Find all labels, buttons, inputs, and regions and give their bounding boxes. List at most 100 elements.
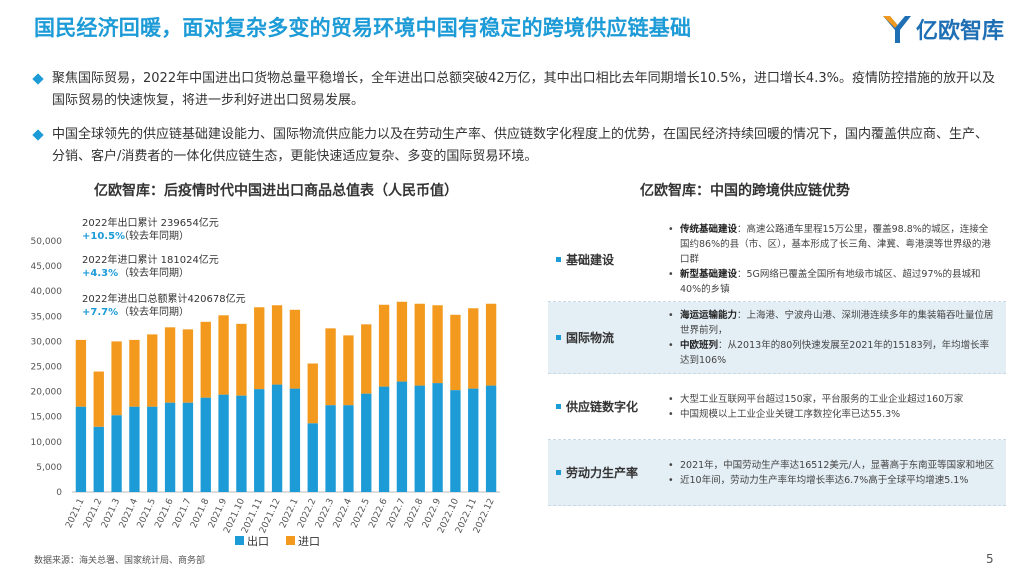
logo-icon — [883, 16, 911, 43]
advantage-item-text: 中国规模以上工业企业关键工序数控化率已达55.3% — [680, 408, 901, 420]
advantage-label-text: 劳动力生产率 — [566, 466, 639, 480]
advantage-item: • 中欧班列：从2013年的80列快速发展至2021年的15183列，年均增长率达… — [668, 338, 996, 368]
advantage-item-text: 大型工业互联网平台超过150家，平台服务的工业企业超过160万家 — [680, 393, 964, 405]
advantage-row: 劳动力生产率 • 2021年，中国劳动生产率达16512美元/人，显著高于东南亚等国… — [548, 440, 1006, 506]
bar-export — [254, 389, 265, 492]
bar-export — [378, 386, 390, 492]
bar-import — [182, 329, 194, 403]
square-bullet-icon — [556, 257, 561, 262]
page-title: 国民经济回暖，面对复杂多变的贸易环境中国有稳定的跨境供应链基础 — [34, 16, 692, 40]
advantage-item: • 2021年，中国劳动生产率达16512美元/人，显著高于东南亚等国家和地区 — [668, 458, 996, 473]
annotation-total: 2022年进出口总额累计420678亿元 — [82, 292, 246, 305]
bar-export — [414, 385, 425, 492]
advantage-table: 基础建设 • 传统基础建设：高速公路通车里程15万公里，覆盖98.8%的城区，连接全… — [548, 218, 1006, 506]
legend-swatch — [235, 536, 244, 545]
y-tick-label: 25,000 — [31, 363, 63, 373]
square-bullet-icon — [556, 404, 561, 409]
advantage-item: • 传统基础建设：高速公路通车里程15万公里，覆盖98.8%的城区，连接全国约86… — [668, 222, 996, 267]
dot-bullet-icon: • — [668, 269, 674, 280]
bar-export — [468, 388, 479, 492]
bar-import — [129, 339, 140, 407]
advantage-row: 供应链数字化 • 大型工业互联网平台超过150家，平台服务的工业企业超过160万家 •… — [548, 374, 1006, 440]
bar-import — [254, 307, 265, 390]
bar-import — [236, 323, 247, 396]
y-tick-label: 35,000 — [31, 312, 63, 322]
dot-bullet-icon: • — [668, 339, 674, 351]
bullet-paragraph: 聚焦国际贸易，2022年中国进出口货物总量平稳增长，全年进出口总额突破42万亿，… — [32, 68, 996, 112]
dot-bullet-icon: • — [668, 393, 674, 405]
bar-export — [164, 402, 176, 492]
advantage-item-text: ：5G网络已覆盖全国所有地级市城区、超过97%的县城和40%的乡镇 — [680, 269, 981, 295]
annotation-note: （较去年同期） — [119, 305, 189, 318]
advantage-item-heading: 传统基础建设 — [680, 224, 738, 235]
advantage-item-text: ：上海港、宁波舟山港、深圳港连续多年的集装箱吞吐量位居世界前列， — [680, 309, 994, 336]
annotation-growth: +7.7% — [82, 307, 118, 318]
bar-import — [218, 315, 229, 395]
bar-import — [307, 363, 318, 424]
advantage-item: • 中国规模以上工业企业关键工序数控化率已达55.3% — [668, 407, 996, 422]
annotation-total: 2022年出口累计 239654亿元 — [82, 216, 219, 229]
advantage-item: • 大型工业互联网平台超过150家，平台服务的工业企业超过160万家 — [668, 392, 996, 407]
bar-export — [75, 406, 87, 492]
y-tick-label: 15,000 — [31, 413, 63, 423]
bar-import — [271, 305, 283, 385]
square-bullet-icon — [556, 335, 561, 340]
bar-import — [75, 339, 87, 407]
bar-import — [450, 314, 461, 391]
bar-export — [361, 393, 372, 492]
advantage-item: • 海运运输能力：上海港、宁波舟山港、深圳港连续多年的集装箱吞吐量位居世界前列， — [668, 308, 996, 338]
advantage-label-text: 供应链数字化 — [566, 400, 639, 414]
logo-text: 亿欧智库 — [916, 19, 1005, 44]
advantage-item-text: 近10年间，劳动力生产率年均增长率达6.7%高于全球平均增速5.1% — [680, 474, 969, 486]
bar-export — [307, 423, 318, 492]
advantage-item-heading: 新型基础建设 — [680, 269, 738, 280]
y-tick-label: 5,000 — [36, 463, 62, 473]
dot-bullet-icon: • — [668, 474, 674, 486]
legend-label: 出口 — [247, 534, 269, 548]
bar-export — [343, 405, 354, 492]
bar-import — [396, 301, 408, 382]
bar-import — [485, 303, 497, 386]
bar-export — [111, 415, 122, 492]
bar-import — [200, 321, 211, 398]
advantage-label-text: 基础建设 — [566, 253, 615, 267]
advantage-item: • 近10年间，劳动力生产率年均增长率达6.7%高于全球平均增速5.1% — [668, 473, 996, 488]
legend-label: 进口 — [298, 535, 320, 548]
bullet-paragraph: 中国全球领先的供应链基础建设能力、国际物流供应能力以及在劳动生产率、供应链数字化… — [32, 124, 996, 168]
annotation-total: 2022年进口累计 181024亿元 — [82, 253, 219, 266]
page-number: 5 — [986, 552, 994, 566]
bar-import — [432, 305, 443, 384]
advantage-row: 基础建设 • 传统基础建设：高速公路通车里程15万公里，覆盖98.8%的城区，连接全… — [548, 218, 1006, 302]
bar-export — [147, 406, 158, 492]
bar-import — [361, 324, 372, 394]
y-tick-label: 10,000 — [31, 438, 63, 448]
dot-bullet-icon: • — [668, 309, 674, 321]
bar-import — [93, 371, 104, 427]
advantage-item: • 新型基础建设：5G网络已覆盖全国所有地级市城区、超过97%的县城和40%的乡镇 — [668, 267, 996, 297]
advantage-label: 国际物流 — [548, 329, 656, 346]
bar-import — [164, 327, 176, 403]
annotation-note: （较去年同期） — [119, 229, 189, 242]
bar-export — [396, 381, 408, 492]
data-source: 数据来源：海关总署、国家统计局、商务部 — [34, 556, 206, 566]
advantage-item-text: ：高速公路通车里程15万公里，覆盖98.8%的城区，连接全国约86%的县（市、区… — [680, 224, 991, 265]
trade-bar-chart: 0 5,000 10,000 15,000 20,000 25,000 30,000 35,0… — [31, 216, 500, 548]
bar-import — [468, 308, 479, 389]
bar-export — [450, 390, 461, 492]
y-tick-label: 40,000 — [31, 287, 63, 297]
advantage-label: 供应链数字化 — [548, 398, 656, 415]
bar-export — [200, 397, 211, 492]
bar-export — [129, 406, 140, 492]
y-tick-label: 20,000 — [31, 388, 63, 398]
dot-bullet-icon: • — [668, 459, 674, 471]
legend-swatch — [286, 536, 295, 545]
advantage-label: 劳动力生产率 — [548, 464, 656, 481]
square-bullet-icon — [556, 470, 561, 475]
advantage-item-text: ：从2013年的80列快速发展至2021年的15183列，年均增长率达到106% — [680, 339, 990, 366]
bar-import — [414, 303, 425, 386]
advantage-item-heading: 海运运输能力 — [680, 309, 738, 321]
advantage-item-heading: 中欧班列 — [680, 339, 719, 351]
bar-export — [236, 395, 247, 492]
dot-bullet-icon: • — [668, 224, 674, 235]
bar-import — [111, 341, 122, 416]
